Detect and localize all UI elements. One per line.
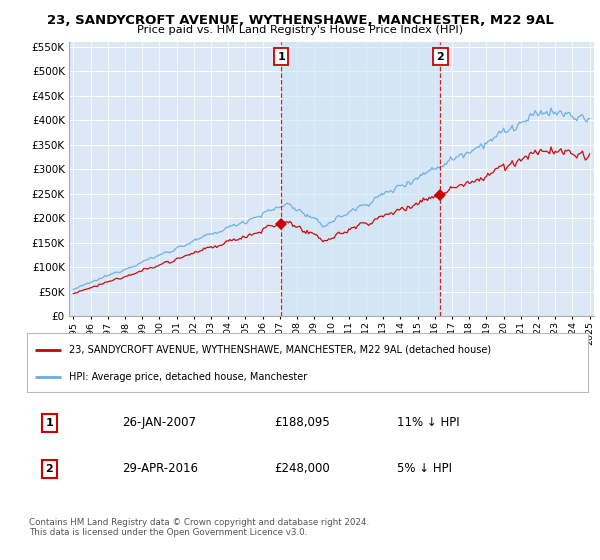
Text: HPI: Average price, detached house, Manchester: HPI: Average price, detached house, Manc… [69, 372, 307, 382]
Text: 23, SANDYCROFT AVENUE, WYTHENSHAWE, MANCHESTER, M22 9AL: 23, SANDYCROFT AVENUE, WYTHENSHAWE, MANC… [47, 14, 553, 27]
Text: 5% ↓ HPI: 5% ↓ HPI [397, 462, 452, 475]
Text: 11% ↓ HPI: 11% ↓ HPI [397, 416, 460, 430]
Text: £248,000: £248,000 [274, 462, 329, 475]
Text: 29-APR-2016: 29-APR-2016 [122, 462, 199, 475]
Bar [281, 42, 440, 316]
Text: 23, SANDYCROFT AVENUE, WYTHENSHAWE, MANCHESTER, M22 9AL (detached house): 23, SANDYCROFT AVENUE, WYTHENSHAWE, MANC… [69, 344, 491, 354]
Text: 2: 2 [437, 52, 445, 62]
Text: £188,095: £188,095 [274, 416, 329, 430]
Text: 2: 2 [46, 464, 53, 474]
Text: Contains HM Land Registry data © Crown copyright and database right 2024.
This d: Contains HM Land Registry data © Crown c… [29, 518, 369, 538]
Text: 1: 1 [46, 418, 53, 428]
Text: 26-JAN-2007: 26-JAN-2007 [122, 416, 196, 430]
Text: 1: 1 [277, 52, 285, 62]
Text: Price paid vs. HM Land Registry's House Price Index (HPI): Price paid vs. HM Land Registry's House … [137, 25, 463, 35]
